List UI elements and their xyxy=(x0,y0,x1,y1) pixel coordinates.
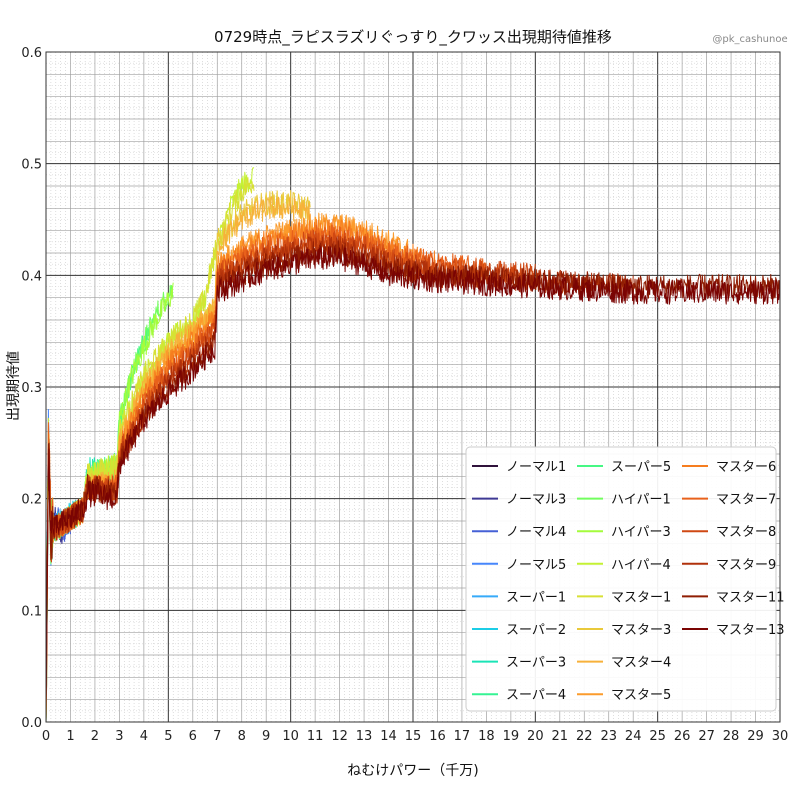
legend-entry-label: マスター7 xyxy=(716,493,776,508)
legend-entry-label: マスター5 xyxy=(611,688,671,703)
x-tick-label: 20 xyxy=(527,729,544,744)
y-tick-label: 0.6 xyxy=(21,46,42,61)
legend-entry-label: ノーマル3 xyxy=(506,493,566,508)
x-tick-label: 30 xyxy=(772,729,789,744)
legend-entry-label: スーパー5 xyxy=(611,460,671,475)
legend-entry-label: ノーマル4 xyxy=(506,525,566,540)
x-tick-label: 19 xyxy=(503,729,520,744)
x-tick-label: 7 xyxy=(213,729,221,744)
x-tick-label: 6 xyxy=(189,729,197,744)
x-tick-label: 25 xyxy=(649,729,666,744)
legend-entry-label: マスター9 xyxy=(716,558,776,573)
legend-entry-label: マスター4 xyxy=(611,656,671,671)
legend-entry-label: ハイパー3 xyxy=(611,525,671,540)
x-tick-label: 11 xyxy=(307,729,324,744)
x-axis-label: ねむけパワー（千万) xyxy=(347,763,478,779)
y-tick-label: 0.1 xyxy=(21,604,42,619)
x-tick-label: 29 xyxy=(747,729,764,744)
legend-entry-label: スーパー2 xyxy=(506,623,566,638)
x-tick-label: 13 xyxy=(356,729,373,744)
x-tick-label: 0 xyxy=(42,729,50,744)
x-tick-label: 8 xyxy=(238,729,246,744)
legend-entry-label: マスター8 xyxy=(716,525,776,540)
legend-entry-label: ハイパー1 xyxy=(611,493,671,508)
x-tick-label: 14 xyxy=(380,729,397,744)
legend-box xyxy=(465,446,777,712)
legend-entry-label: ノーマル1 xyxy=(506,460,566,475)
plot-frame xyxy=(45,51,781,723)
y-axis-ticks: 0.0 0.1 0.2 0.3 0.4 0.5 0.6 xyxy=(21,46,42,731)
x-tick-label: 9 xyxy=(262,729,270,744)
legend-entry-label: マスター6 xyxy=(716,460,776,475)
x-tick-label: 16 xyxy=(429,729,446,744)
series-layer xyxy=(45,167,781,723)
y-tick-label: 0.0 xyxy=(21,716,42,731)
x-tick-label: 23 xyxy=(600,729,617,744)
x-tick-label: 5 xyxy=(164,729,172,744)
legend-entry-label: スーパー1 xyxy=(506,590,566,605)
y-tick-label: 0.3 xyxy=(21,381,42,396)
x-tick-label: 17 xyxy=(454,729,471,744)
x-tick-label: 22 xyxy=(576,729,593,744)
legend-entry-label: マスター3 xyxy=(611,623,671,638)
x-tick-label: 1 xyxy=(66,729,74,744)
legend-entry-label: スーパー4 xyxy=(506,688,566,703)
legend-entry-label: マスター1 xyxy=(611,590,671,605)
x-tick-label: 27 xyxy=(698,729,715,744)
x-tick-label: 12 xyxy=(331,729,348,744)
series-line xyxy=(45,246,781,703)
legend-entry-label: マスター11 xyxy=(716,590,785,605)
x-tick-label: 4 xyxy=(140,729,148,744)
x-tick-label: 28 xyxy=(723,729,740,744)
legend-entry-label: ハイパー4 xyxy=(611,558,671,573)
x-tick-label: 26 xyxy=(674,729,691,744)
x-tick-label: 10 xyxy=(282,729,299,744)
chart-title: 0729時点_ラピスラズリぐっすり_クワッス出現期待値推移 xyxy=(214,28,612,47)
y-tick-label: 0.4 xyxy=(21,269,42,284)
legend-entry-label: マスター13 xyxy=(716,623,785,638)
x-tick-label: 2 xyxy=(91,729,99,744)
y-axis-label: 出現期待値 xyxy=(6,351,22,421)
legend: ノーマル1 ノーマル3 ノーマル4 ノーマル5 スーパー1 スーパー2 スーパー3 スーパー4… xyxy=(465,446,785,712)
chart-credit: @pk_cashunoe xyxy=(712,34,787,45)
x-axis-ticks: 0 1 2 3 4 5 6 7 8 9 10 11 12 13 14 15 16 17 18 19 20 21 22 23 24… xyxy=(42,729,788,744)
x-tick-label: 3 xyxy=(115,729,123,744)
y-tick-label: 0.2 xyxy=(21,493,42,508)
legend-entry-label: ノーマル5 xyxy=(506,558,566,573)
x-tick-label: 21 xyxy=(552,729,569,744)
x-tick-label: 24 xyxy=(625,729,642,744)
x-tick-label: 15 xyxy=(405,729,422,744)
x-tick-label: 18 xyxy=(478,729,495,744)
y-tick-label: 0.5 xyxy=(21,158,42,173)
legend-entry-label: スーパー3 xyxy=(506,656,566,671)
